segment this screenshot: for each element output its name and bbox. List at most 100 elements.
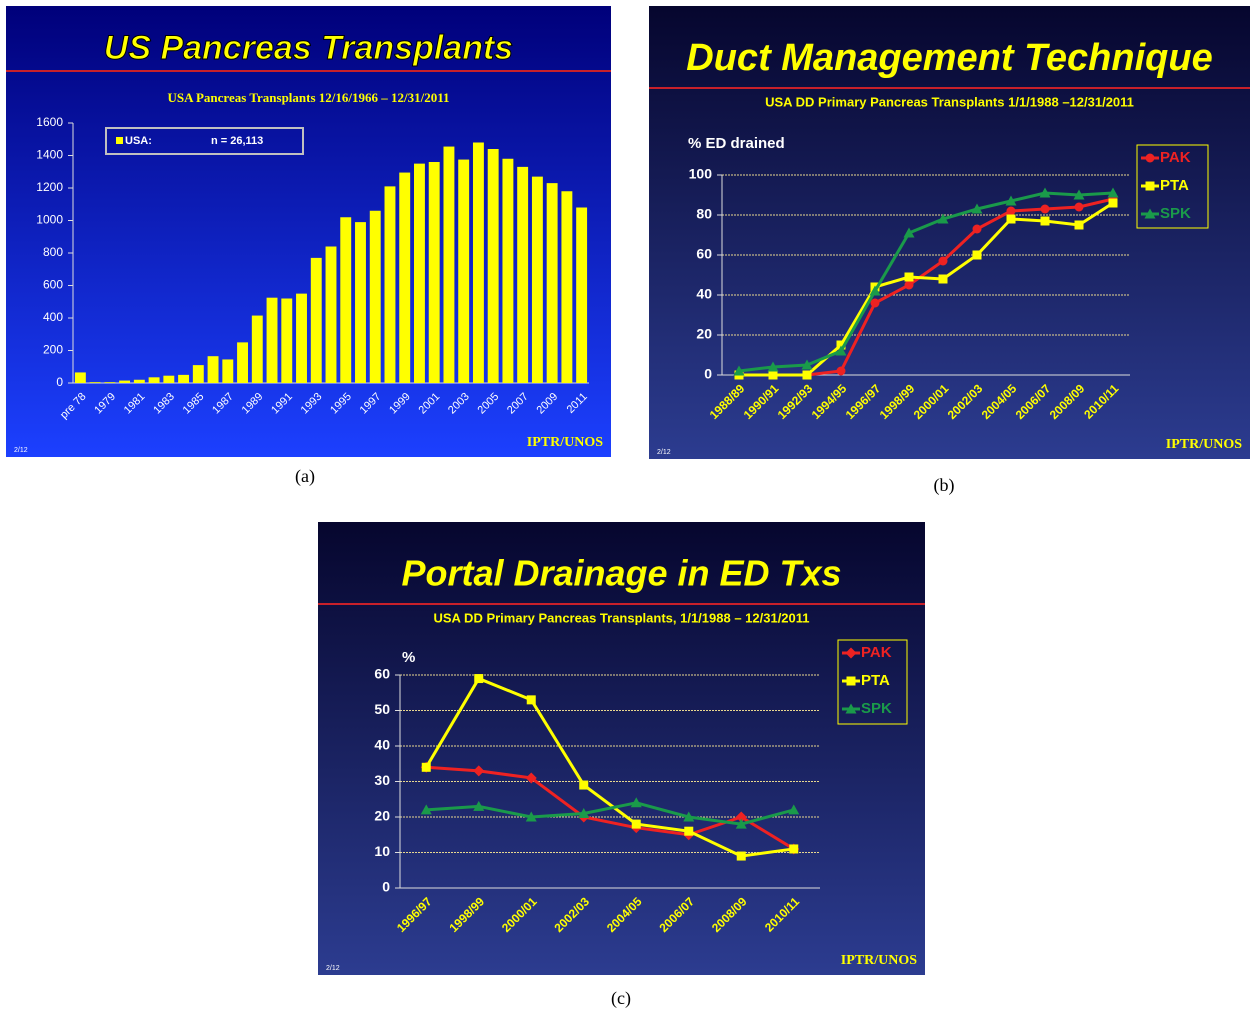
footer-left: 2/12 <box>326 965 340 972</box>
y-tick-label: 80 <box>696 206 712 222</box>
point <box>735 811 747 823</box>
point <box>630 797 642 808</box>
point <box>1006 214 1016 224</box>
point <box>938 256 948 266</box>
point <box>767 361 779 372</box>
point <box>733 365 745 376</box>
y-tick-label: 800 <box>43 245 63 259</box>
chart-subtitle: USA DD Primary Pancreas Transplants 1/1/… <box>765 94 1134 109</box>
bar <box>458 159 470 383</box>
point <box>904 280 914 290</box>
legend-label: PTA <box>861 672 890 689</box>
point <box>684 826 694 836</box>
point <box>802 370 812 380</box>
point <box>788 804 800 815</box>
y-tick-label: 0 <box>382 879 390 895</box>
point <box>835 345 847 356</box>
chart-panel: Duct Management Technique USA DD Primary … <box>649 6 1250 459</box>
y-tick-label: 0 <box>56 375 63 389</box>
bar <box>472 142 484 383</box>
point <box>904 272 914 282</box>
series-line <box>738 191 1114 373</box>
point <box>768 370 778 380</box>
bar <box>384 186 396 383</box>
point <box>1040 204 1050 214</box>
bar <box>502 158 514 383</box>
legend-marker <box>1144 208 1156 219</box>
chart-panel: US Pancreas Transplants USA Pancreas Tran… <box>6 6 611 457</box>
legend-label: PAK <box>1160 149 1191 166</box>
y-axis-label: % <box>402 649 415 666</box>
bar <box>296 293 307 383</box>
point <box>1005 195 1017 206</box>
bar <box>531 176 543 383</box>
bar <box>576 207 588 383</box>
panel-caption: (a) <box>295 466 315 487</box>
bar <box>133 379 145 383</box>
legend-marker <box>1145 181 1155 191</box>
point <box>579 780 589 790</box>
point <box>972 250 982 260</box>
panel-background <box>318 522 925 975</box>
point <box>683 811 695 822</box>
point <box>1107 187 1119 198</box>
chart-subtitle: USA Pancreas Transplants 12/16/1966 – 12… <box>167 90 449 105</box>
point <box>631 819 641 829</box>
point <box>473 800 485 811</box>
y-axis-label: % ED drained <box>688 135 785 152</box>
bar <box>414 163 425 383</box>
chart-title: US Pancreas Transplants <box>104 29 513 67</box>
series-line <box>424 676 794 858</box>
point <box>801 359 813 370</box>
point <box>1039 187 1051 198</box>
chart-title: Duct Management Technique <box>686 37 1212 79</box>
point <box>789 844 799 854</box>
legend-label: USA: <box>125 135 152 147</box>
point <box>836 340 846 350</box>
point <box>971 203 983 214</box>
bar <box>119 380 131 383</box>
y-tick-label: 200 <box>43 343 63 357</box>
y-tick-label: 60 <box>374 666 390 682</box>
panel-caption: (c) <box>611 988 631 1009</box>
y-tick-label: 50 <box>374 701 390 717</box>
point <box>972 224 982 234</box>
point <box>525 772 537 784</box>
bar <box>251 315 263 383</box>
point <box>938 274 948 284</box>
bar <box>517 166 529 383</box>
footer-left: 2/12 <box>657 449 671 456</box>
legend-box <box>1136 144 1209 229</box>
point <box>1040 216 1050 226</box>
bar <box>325 246 337 383</box>
point <box>736 851 746 861</box>
y-tick-label: 1600 <box>36 115 63 129</box>
point <box>1073 189 1085 200</box>
y-tick-label: 20 <box>374 808 390 824</box>
point <box>1074 202 1084 212</box>
bar <box>192 365 204 383</box>
series-line <box>426 801 795 826</box>
y-tick-label: 20 <box>696 326 712 342</box>
bar <box>443 146 455 383</box>
legend-note: n = 26,113 <box>211 135 263 147</box>
bar <box>281 298 293 383</box>
footer-right: IPTR/UNOS <box>1166 437 1242 452</box>
point <box>836 366 846 376</box>
series-line <box>426 765 795 851</box>
point <box>474 674 484 684</box>
panel-caption: (b) <box>934 475 955 496</box>
bar <box>399 172 411 383</box>
y-tick-label: 1000 <box>36 213 63 227</box>
point <box>578 807 590 818</box>
y-tick-label: 600 <box>43 278 63 292</box>
point <box>1006 206 1016 216</box>
legend-label: PAK <box>861 644 892 661</box>
bar <box>561 191 573 383</box>
point <box>473 765 485 777</box>
bar <box>428 162 440 383</box>
legend-label: PTA <box>1160 177 1189 194</box>
point <box>526 695 536 705</box>
bar <box>237 342 248 383</box>
bar <box>74 372 86 383</box>
